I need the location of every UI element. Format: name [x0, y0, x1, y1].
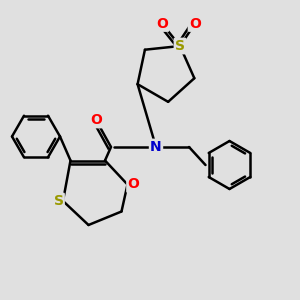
- Text: O: O: [189, 16, 201, 31]
- Text: N: N: [150, 140, 162, 154]
- Text: O: O: [90, 113, 102, 127]
- Text: O: O: [156, 16, 168, 31]
- Text: O: O: [128, 178, 140, 191]
- Text: S: S: [53, 194, 64, 208]
- Text: S: S: [175, 39, 185, 53]
